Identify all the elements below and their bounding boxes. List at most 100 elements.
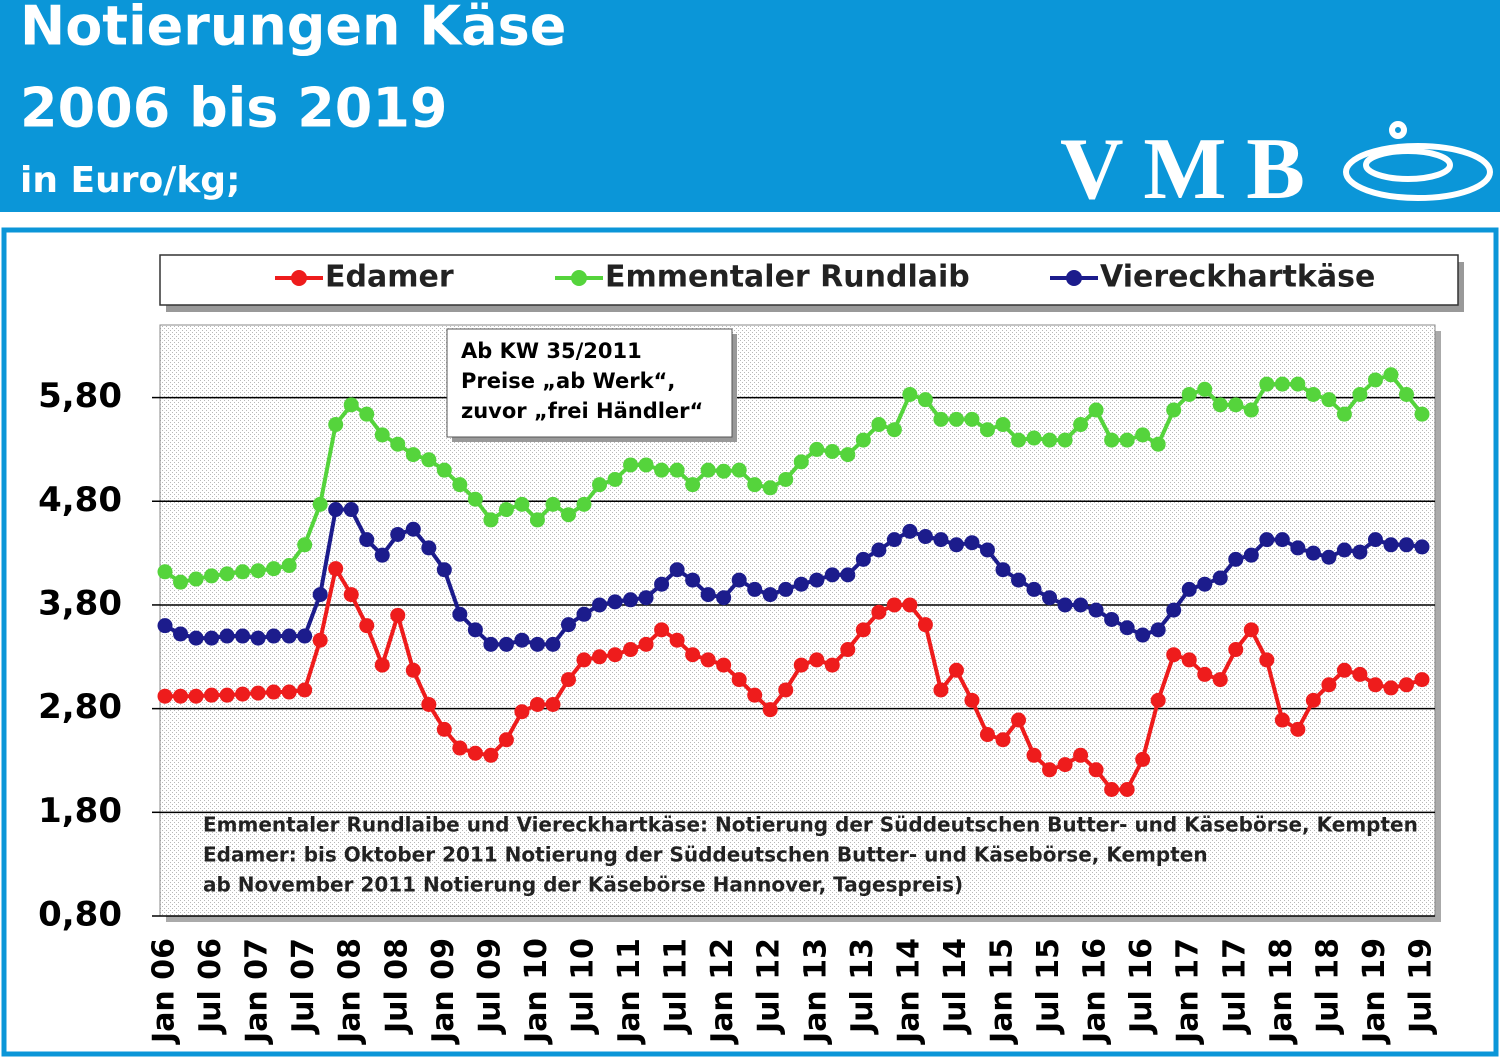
data-point bbox=[1274, 712, 1290, 728]
data-point bbox=[1274, 532, 1290, 548]
x-tick-label: Jul 14 bbox=[938, 938, 973, 1035]
data-point bbox=[1073, 597, 1089, 613]
x-tick-label: Jul 11 bbox=[659, 938, 694, 1035]
data-point bbox=[1166, 647, 1182, 663]
y-tick-label: 0,80 bbox=[38, 895, 122, 935]
data-point bbox=[1212, 397, 1228, 413]
data-point bbox=[157, 618, 173, 634]
data-point bbox=[840, 642, 856, 658]
data-point bbox=[638, 590, 654, 606]
data-point bbox=[964, 535, 980, 551]
data-point bbox=[902, 597, 918, 613]
data-point bbox=[669, 632, 685, 648]
data-point bbox=[157, 688, 173, 704]
data-point bbox=[266, 628, 282, 644]
data-point bbox=[1135, 751, 1151, 767]
legend-label: Viereckhartkäse bbox=[1100, 260, 1375, 295]
data-point bbox=[716, 590, 732, 606]
series bbox=[157, 502, 1430, 652]
data-point bbox=[592, 597, 608, 613]
data-point bbox=[1259, 376, 1275, 392]
data-point bbox=[467, 622, 483, 638]
data-point bbox=[281, 684, 297, 700]
data-point bbox=[405, 521, 421, 537]
data-point bbox=[731, 462, 747, 478]
x-tick-label: Jul 15 bbox=[1031, 938, 1066, 1035]
x-tick-label: Jan 11 bbox=[612, 938, 647, 1045]
data-point bbox=[1197, 381, 1213, 397]
data-point bbox=[312, 587, 328, 603]
data-point bbox=[1290, 721, 1306, 737]
data-point bbox=[1414, 406, 1430, 422]
data-point bbox=[1398, 677, 1414, 693]
x-tick-label: Jul 13 bbox=[845, 938, 880, 1035]
data-point bbox=[607, 647, 623, 663]
data-point bbox=[747, 581, 763, 597]
data-point bbox=[809, 572, 825, 588]
data-point bbox=[1228, 397, 1244, 413]
data-point bbox=[886, 532, 902, 548]
series bbox=[157, 367, 1430, 590]
data-point bbox=[638, 457, 654, 473]
data-point bbox=[1057, 597, 1073, 613]
data-point bbox=[436, 462, 452, 478]
data-point bbox=[1305, 545, 1321, 561]
series-line bbox=[165, 563, 1423, 792]
data-point bbox=[855, 622, 871, 638]
data-point bbox=[1150, 436, 1166, 452]
data-point bbox=[979, 727, 995, 743]
data-point bbox=[545, 696, 561, 712]
data-point bbox=[654, 462, 670, 478]
data-point bbox=[390, 526, 406, 542]
data-point bbox=[328, 417, 344, 433]
data-point bbox=[250, 685, 266, 701]
data-point bbox=[359, 532, 375, 548]
y-tick-label: 1,80 bbox=[38, 791, 122, 831]
data-point bbox=[979, 542, 995, 558]
data-point bbox=[964, 692, 980, 708]
data-point bbox=[483, 636, 499, 652]
data-point bbox=[1305, 386, 1321, 402]
data-point bbox=[529, 512, 545, 528]
data-point bbox=[514, 632, 530, 648]
x-tick-label: Jan 15 bbox=[985, 938, 1020, 1045]
data-point bbox=[933, 532, 949, 548]
data-point bbox=[1352, 544, 1368, 560]
data-point bbox=[1150, 622, 1166, 638]
data-point bbox=[343, 502, 359, 518]
data-point bbox=[1104, 611, 1120, 627]
annotation-text: Ab KW 35/2011 bbox=[461, 339, 642, 363]
data-point bbox=[747, 477, 763, 493]
data-point bbox=[328, 561, 344, 577]
data-point bbox=[1274, 376, 1290, 392]
data-point bbox=[995, 417, 1011, 433]
data-point bbox=[343, 397, 359, 413]
x-tick-label: Jul 10 bbox=[566, 938, 601, 1035]
data-point bbox=[1166, 602, 1182, 618]
data-point bbox=[995, 732, 1011, 748]
x-tick-label: Jan 16 bbox=[1078, 938, 1113, 1045]
data-point bbox=[964, 411, 980, 427]
data-point bbox=[436, 562, 452, 578]
data-point bbox=[778, 471, 794, 487]
x-tick-label: Jan 18 bbox=[1264, 938, 1299, 1045]
annotation-box bbox=[446, 328, 733, 438]
data-point bbox=[390, 436, 406, 452]
data-point bbox=[188, 688, 204, 704]
legend-marker bbox=[1066, 270, 1082, 286]
data-point bbox=[281, 628, 297, 644]
data-point bbox=[312, 632, 328, 648]
data-point bbox=[297, 682, 313, 698]
data-point bbox=[514, 704, 530, 720]
data-point bbox=[638, 636, 654, 652]
data-point bbox=[467, 745, 483, 761]
data-point bbox=[1088, 402, 1104, 418]
data-point bbox=[560, 507, 576, 523]
legend-marker bbox=[571, 270, 587, 286]
data-point bbox=[809, 441, 825, 457]
data-point bbox=[1057, 757, 1073, 773]
data-point bbox=[281, 558, 297, 574]
data-point bbox=[1026, 430, 1042, 446]
data-point bbox=[343, 587, 359, 603]
data-point bbox=[793, 657, 809, 673]
